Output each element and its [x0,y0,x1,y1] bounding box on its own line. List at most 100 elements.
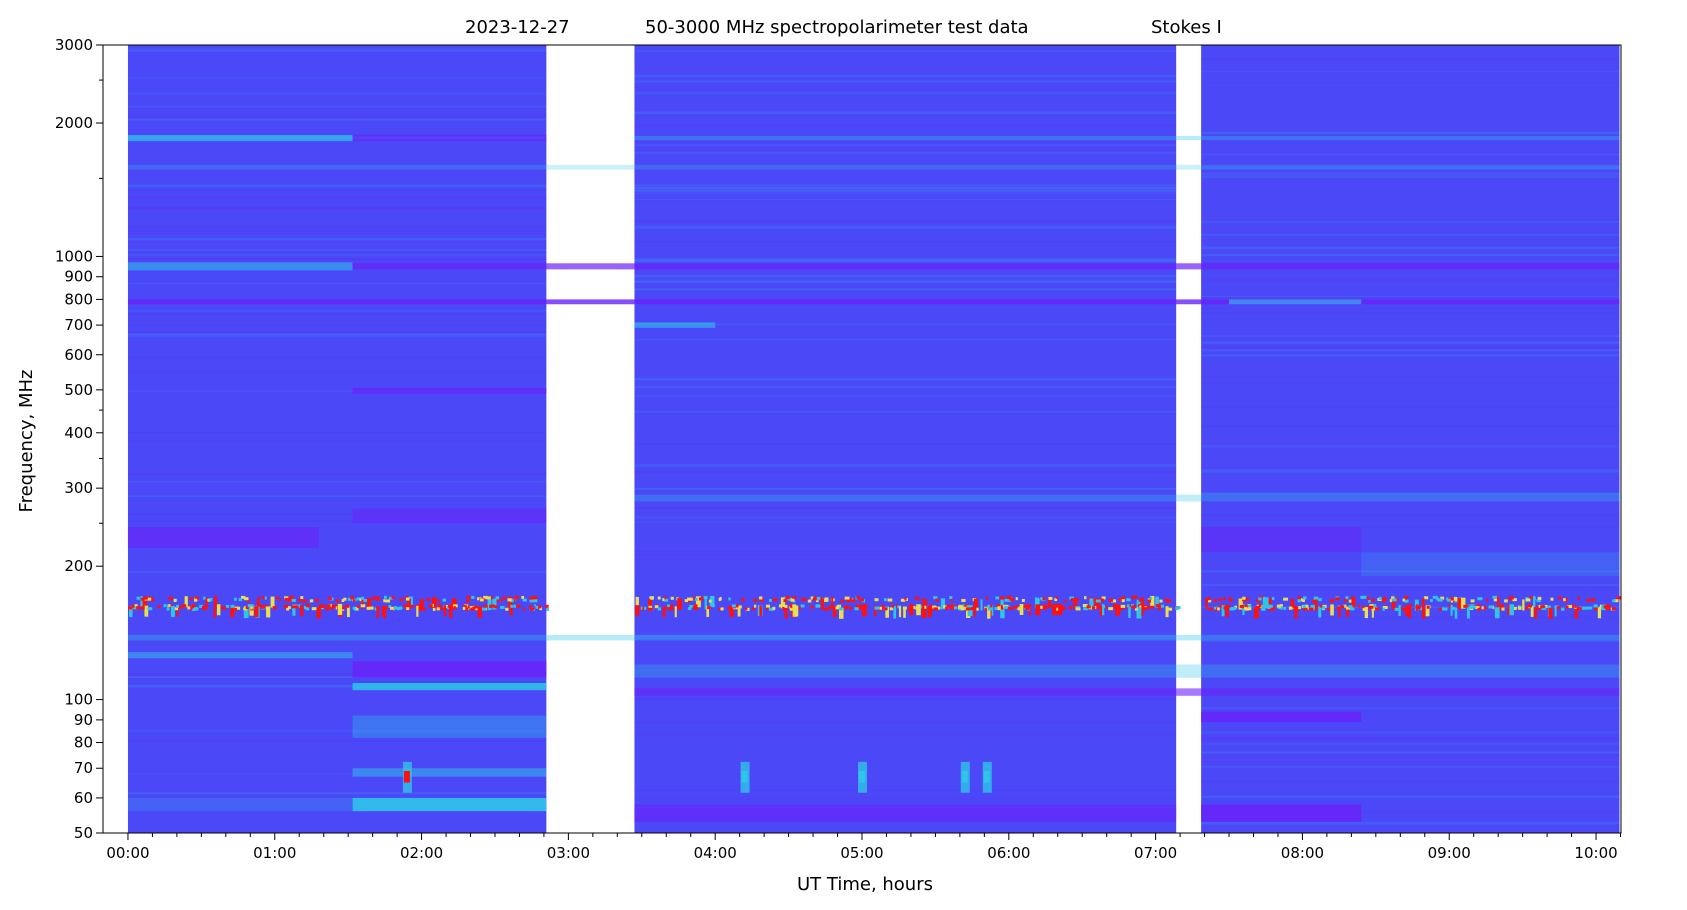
spectral-line [127,233,547,235]
rfi-speck [1094,598,1100,610]
rfi-speck [1283,606,1287,610]
rfi-speck [874,605,877,617]
rfi-speck [170,606,175,618]
spectral-line [127,333,547,336]
spectral-line [1201,470,1620,473]
rfi-speck [1550,597,1554,601]
spectral-line [127,769,547,771]
rfi-speck [399,598,404,602]
burst [403,770,410,783]
rfi-speck [1371,606,1374,618]
rfi-speck [350,596,354,600]
rfi-speck [1466,607,1470,619]
rfi-speck [470,607,473,611]
spectral-line [634,189,1177,192]
rfi-speck [1358,604,1361,608]
rfi-speck [1402,598,1405,602]
rfi-speck [1389,599,1393,603]
x-tick-label: 00:00 [106,844,149,862]
rfi-speck [328,606,334,610]
spectral-line [127,673,547,677]
spectral-line [127,92,547,95]
rfi-speck [1126,598,1131,602]
rfi-speck [314,598,319,602]
rfi-speck [1158,605,1163,609]
rfi-speck [1258,597,1262,601]
rfi-speck [391,595,395,599]
rfi-speck [1258,604,1262,608]
rfi-speck [914,596,920,600]
rfi-speck [264,604,269,608]
rfi-speck [1083,607,1089,611]
rfi-speck [1344,598,1348,602]
rfi-speck [1318,606,1322,618]
rfi-speck [1101,604,1105,608]
rfi-speck [836,604,842,608]
rfi-speck [521,595,525,599]
rfi-speck [465,607,469,611]
rfi-speck [1475,606,1480,610]
rfi-speck [1556,606,1561,610]
rfi-speck [1263,604,1268,608]
x-axis-label: UT Time, hours [797,874,933,895]
rfi-speck [376,607,380,619]
spectral-line [1201,221,1620,223]
rfi-speck [1108,598,1113,602]
rfi-speck [311,607,317,611]
rfi-speck [789,603,794,607]
rfi-speck [687,607,692,611]
rfi-speck [1150,605,1154,609]
rfi-speck [166,607,170,611]
spectral-line [127,472,547,475]
title-description: 50-3000 MHz spectropolarimeter test data [645,17,1029,38]
spectral-line [634,80,1177,83]
rfi-speck [1213,606,1218,610]
rfi-speck [1563,598,1566,602]
rfi-speck [1264,597,1269,609]
rfi-speck [194,596,200,600]
rfi-speck [1601,604,1604,608]
rfi-speck [327,597,332,601]
spectral-band [634,804,1177,822]
rfi-speck [1593,607,1599,611]
x-tick-label: 04:00 [694,844,737,862]
spectral-line [634,443,1177,445]
rfi-speck [1460,597,1466,609]
rfi-speck [731,604,736,608]
spectral-line [634,241,1177,243]
rfi-speck [1101,596,1106,600]
rfi-speck [1246,597,1250,601]
rfi-speck [1540,605,1545,609]
rfi-speck [1366,597,1370,601]
rfi-speck [213,607,216,619]
rfi-speck [410,596,413,608]
y-tick-label: 80 [74,734,93,752]
rfi-speck [1042,604,1046,608]
rfi-speck [176,605,179,617]
rfi-speck [1530,595,1534,599]
rfi-speck [1229,598,1233,602]
rfi-speck [1150,595,1155,607]
rfi-speck [694,607,698,611]
rfi-speck [483,604,488,608]
rfi-speck [1099,605,1103,617]
rfi-speck [244,597,249,601]
rfi-speck [1055,595,1058,599]
spectral-line [127,623,547,625]
rfi-speck [240,595,246,599]
rfi-speck [1537,596,1542,600]
spectral-line [127,248,547,251]
rfi-speck [707,606,711,610]
spectral-line [127,116,547,118]
spectral-line [634,789,1177,791]
rfi-speck [1056,607,1060,611]
rfi-speck [131,604,135,608]
rfi-speck [921,607,927,619]
rfi-speck [754,604,757,608]
rfi-speck [333,604,338,608]
spectral-band [352,661,547,678]
spectral-line [634,74,1177,78]
rfi-speck [451,598,457,610]
spectral-line [634,676,1177,678]
